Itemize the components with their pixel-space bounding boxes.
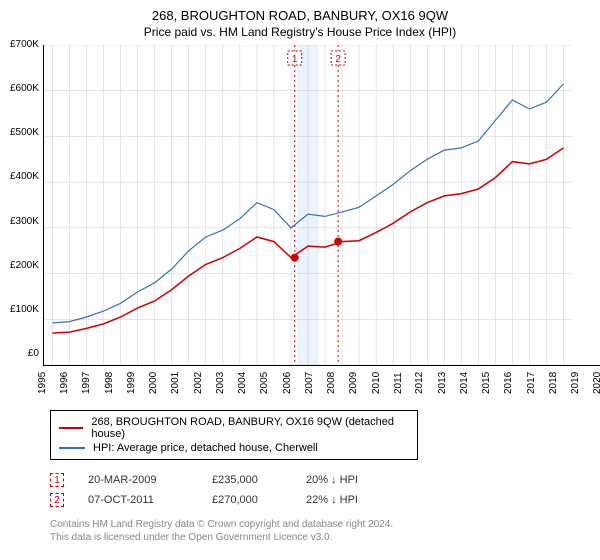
y-tick-label: £300K <box>10 216 39 227</box>
footnote-line: This data is licensed under the Open Gov… <box>50 531 590 544</box>
legend-label: 268, BROUGHTON ROAD, BANBURY, OX16 9QW (… <box>91 416 409 440</box>
legend-item: HPI: Average price, detached house, Cher… <box>59 441 409 455</box>
footnote-line: Contains HM Land Registry data © Crown c… <box>50 518 590 531</box>
datapoint-table: 1 20-MAR-2009 £235,000 20% ↓ HPI 2 07-OCT-201… <box>50 470 590 510</box>
datapoint-date: 07-OCT-2011 <box>88 494 188 506</box>
y-axis: £700K£600K£500K£400K£300K£200K£100K£0 <box>10 45 43 365</box>
datapoint-row: 1 20-MAR-2009 £235,000 20% ↓ HPI <box>50 470 590 490</box>
datapoint-marker: 2 <box>50 493 64 507</box>
svg-text:2: 2 <box>335 54 341 65</box>
datapoint-price: £270,000 <box>212 494 282 506</box>
datapoint-date: 20-MAR-2009 <box>88 474 188 486</box>
y-tick-label: £0 <box>10 348 39 359</box>
y-tick-label: £700K <box>10 39 39 50</box>
svg-text:1: 1 <box>292 54 298 65</box>
datapoint-delta: 20% ↓ HPI <box>306 474 358 486</box>
x-tick-label: 2020 <box>592 372 600 394</box>
y-tick-label: £100K <box>10 304 39 315</box>
chart-card: 268, BROUGHTON ROAD, BANBURY, OX16 9QW P… <box>0 0 600 552</box>
footnote: Contains HM Land Registry data © Crown c… <box>50 518 590 544</box>
legend-swatch <box>59 427 83 429</box>
legend: 268, BROUGHTON ROAD, BANBURY, OX16 9QW (… <box>50 410 418 460</box>
y-tick-label: £400K <box>10 171 39 182</box>
legend-swatch <box>59 447 85 449</box>
y-tick-label: £500K <box>10 127 39 138</box>
x-axis: 1995199619971998199920002001200220032004… <box>43 368 600 402</box>
legend-label: HPI: Average price, detached house, Cher… <box>93 442 318 454</box>
y-tick-label: £600K <box>10 83 39 94</box>
legend-item: 268, BROUGHTON ROAD, BANBURY, OX16 9QW (… <box>59 415 409 441</box>
chart-area: £700K£600K£500K£400K£300K£200K£100K£0 12… <box>10 45 590 402</box>
datapoint-marker: 1 <box>50 473 64 487</box>
y-tick-label: £200K <box>10 260 39 271</box>
chart-title: 268, BROUGHTON ROAD, BANBURY, OX16 9QW <box>10 8 590 23</box>
plot: 12 <box>43 45 600 366</box>
chart-subtitle: Price paid vs. HM Land Registry's House … <box>10 25 590 39</box>
datapoint-row: 2 07-OCT-2011 £270,000 22% ↓ HPI <box>50 490 590 510</box>
datapoint-delta: 22% ↓ HPI <box>306 494 358 506</box>
datapoint-price: £235,000 <box>212 474 282 486</box>
